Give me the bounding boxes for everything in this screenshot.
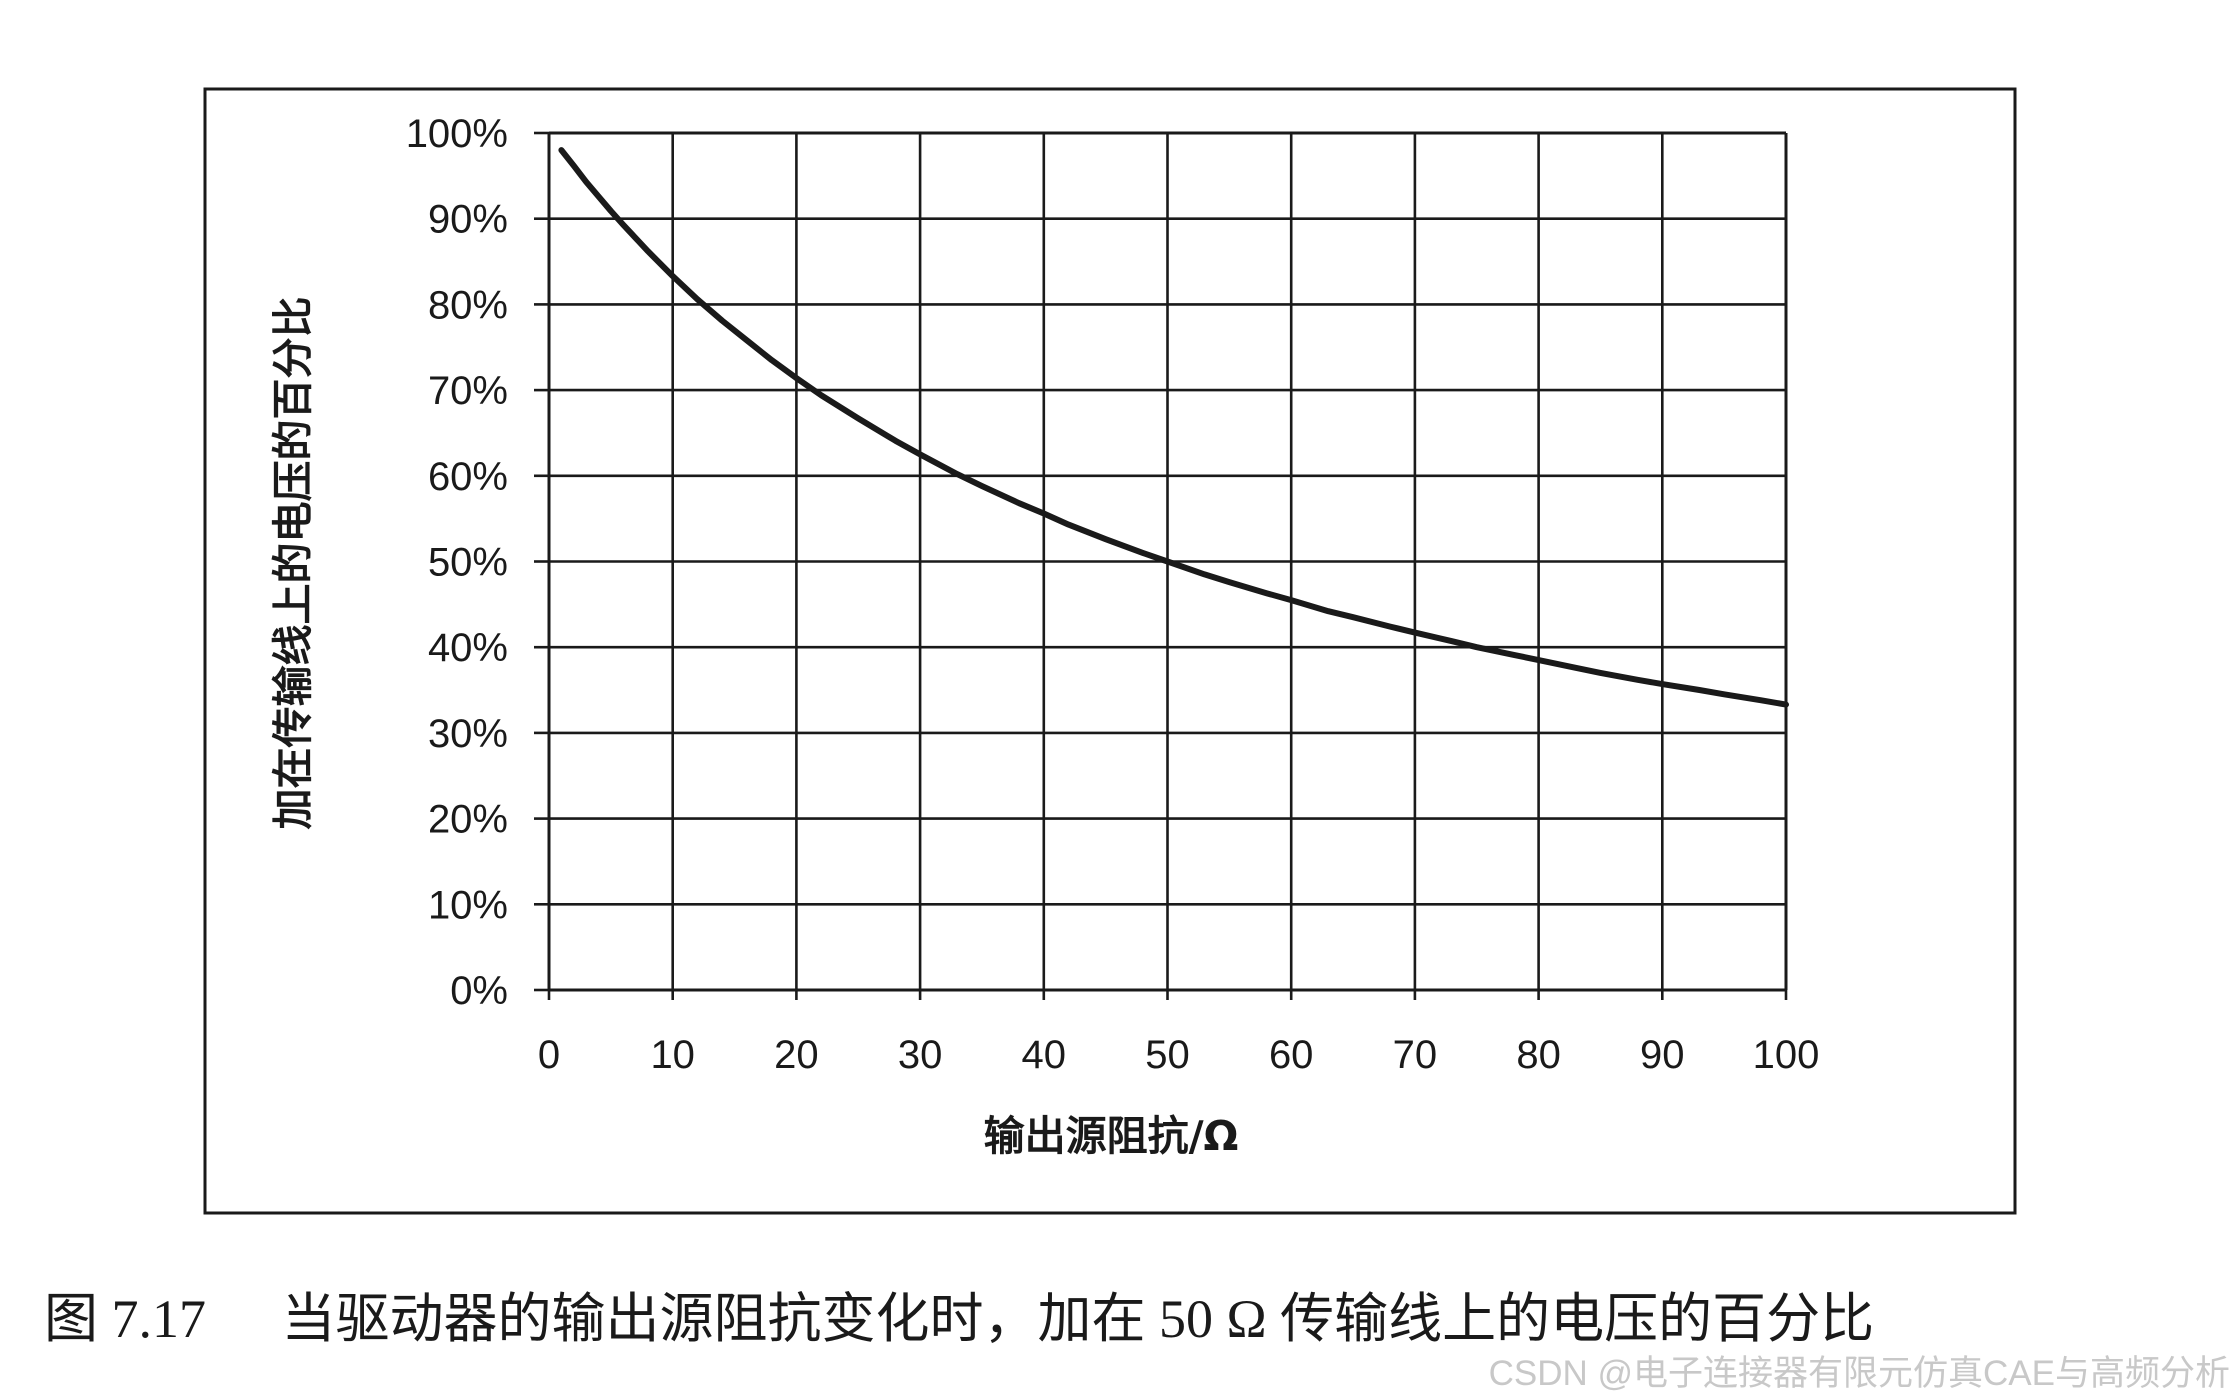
y-tick-label: 10% (428, 883, 508, 927)
y-tick-label: 40% (428, 626, 508, 670)
y-tick-label: 100% (406, 112, 508, 156)
x-tick-label: 30 (898, 1033, 943, 1077)
x-tick-label: 10 (650, 1033, 695, 1077)
y-axis-title: 加在传输线上的电压的百分比 (269, 297, 317, 830)
grid-lines (547, 131, 1788, 992)
caption-text-after: 传输线上的电压的百分比 (1280, 1289, 1874, 1349)
caption-figure-number: 图 7.17 (44, 1289, 206, 1349)
axis-ticks (534, 131, 1788, 1000)
x-axis-title: 输出源阻抗/Ω (984, 1112, 1239, 1160)
y-tick-label: 80% (428, 283, 508, 327)
y-tick-label: 0% (450, 969, 508, 1013)
caption-text-before: 当驱动器的输出源阻抗变化时，加在 (282, 1289, 1160, 1349)
x-tick-label: 20 (774, 1033, 819, 1077)
figure-caption: 图 7.17 当驱动器的输出源阻抗变化时，加在 50 Ω 传输线上的电压的百分比 (44, 1289, 1874, 1349)
caption-text-value: 50 Ω (1159, 1289, 1267, 1349)
x-tick-label: 90 (1640, 1033, 1685, 1077)
x-tick-label: 80 (1516, 1033, 1561, 1077)
x-tick-label: 60 (1269, 1033, 1314, 1077)
x-tick-label: 40 (1022, 1033, 1067, 1077)
y-tick-label: 70% (428, 369, 508, 413)
y-tick-label: 60% (428, 455, 508, 499)
figure-frame (203, 87, 2017, 1215)
y-tick-label: 20% (428, 798, 508, 842)
y-tick-label: 50% (428, 541, 508, 585)
y-tick-label: 90% (428, 198, 508, 242)
x-tick-label: 70 (1393, 1033, 1438, 1077)
x-tick-label: 50 (1145, 1033, 1190, 1077)
series-layer (558, 147, 1789, 708)
series-line (558, 147, 1789, 708)
x-tick-label: 100 (1753, 1033, 1820, 1077)
y-tick-label: 30% (428, 712, 508, 756)
watermark: CSDN @电子连接器有限元仿真CAE与高频分析 (1489, 1354, 2230, 1393)
x-tick-labels: 0 10 20 30 40 50 60 70 80 90 100 (538, 1033, 1820, 1077)
y-tick-labels: 0% 10% 20% 30% 40% 50% 60% 70% 80% 90% 100% (406, 112, 508, 1013)
x-tick-label: 0 (538, 1033, 560, 1077)
